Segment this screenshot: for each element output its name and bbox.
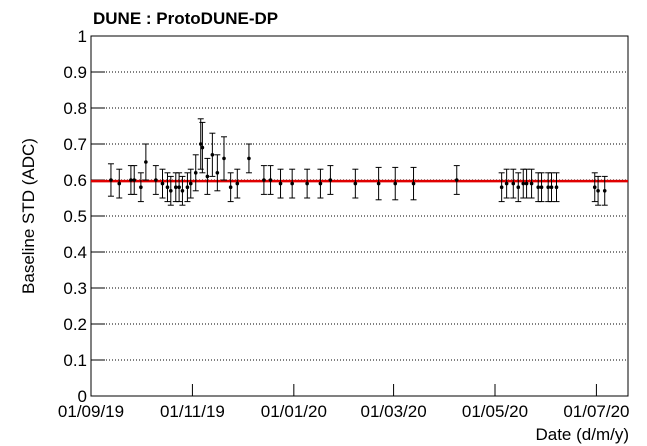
point (504, 181, 509, 186)
point (328, 178, 333, 182)
y-tick-label: 0.3 (63, 279, 87, 298)
x-tick-label: 01/05/20 (462, 402, 528, 421)
point (188, 181, 193, 186)
point (132, 178, 137, 182)
point (154, 178, 158, 182)
point (139, 185, 143, 189)
y-tick-label: 0.1 (63, 351, 87, 370)
point (210, 153, 215, 157)
point (228, 185, 233, 189)
point (215, 171, 220, 175)
point (511, 181, 516, 186)
point (353, 181, 358, 186)
point (546, 185, 550, 189)
y-tick-label: 1 (78, 27, 87, 46)
point (521, 181, 526, 186)
y-tick-label: 0.8 (63, 99, 87, 118)
point (305, 181, 309, 186)
x-tick-label: 01/03/20 (360, 402, 426, 421)
x-tick-label: 01/11/19 (160, 402, 225, 421)
point (516, 185, 521, 189)
point (278, 181, 283, 186)
y-axis-label: Baseline STD (ADC) (19, 138, 38, 294)
point (117, 181, 122, 186)
y-tick-label: 0.2 (63, 315, 87, 334)
point (193, 171, 198, 175)
x-tick-label: 01/09/19 (58, 402, 124, 421)
point (454, 178, 459, 182)
y-tick-label: 0.4 (63, 243, 87, 262)
plot-frame (90, 35, 629, 397)
point (290, 181, 294, 186)
point (411, 181, 416, 186)
x-tick-label: 01/07/20 (563, 402, 629, 421)
point (602, 189, 607, 193)
point (109, 178, 113, 182)
point (393, 181, 398, 186)
point (499, 185, 504, 189)
y-tick-label: 0.7 (63, 135, 87, 154)
point (318, 181, 323, 186)
chart-title: DUNE : ProtoDUNE-DP (93, 9, 278, 28)
point (536, 185, 541, 189)
point (235, 181, 240, 186)
point (160, 181, 165, 186)
point (592, 185, 597, 189)
point (144, 160, 148, 164)
point (262, 178, 266, 182)
point (185, 185, 190, 189)
point (549, 185, 554, 189)
point (165, 185, 170, 189)
point (539, 185, 544, 189)
point (173, 185, 178, 189)
point (524, 181, 529, 186)
point (200, 145, 205, 150)
point (180, 189, 185, 193)
point (169, 189, 173, 193)
point (129, 178, 133, 182)
point (268, 178, 273, 182)
y-tick-label: 0.6 (63, 171, 87, 190)
y-tick-label: 0.9 (63, 63, 87, 82)
point (222, 156, 226, 161)
point (529, 181, 534, 186)
point (198, 142, 203, 146)
y-tick-label: 0.5 (63, 207, 87, 226)
point (596, 189, 600, 193)
point (554, 185, 559, 189)
point (177, 185, 181, 189)
x-tick-label: 01/01/20 (261, 402, 327, 421)
point (205, 174, 210, 179)
point (247, 156, 251, 161)
x-axis-label: Date (d/m/y) (535, 425, 629, 444)
point (376, 181, 381, 186)
y-tick-label: 0 (78, 387, 87, 406)
